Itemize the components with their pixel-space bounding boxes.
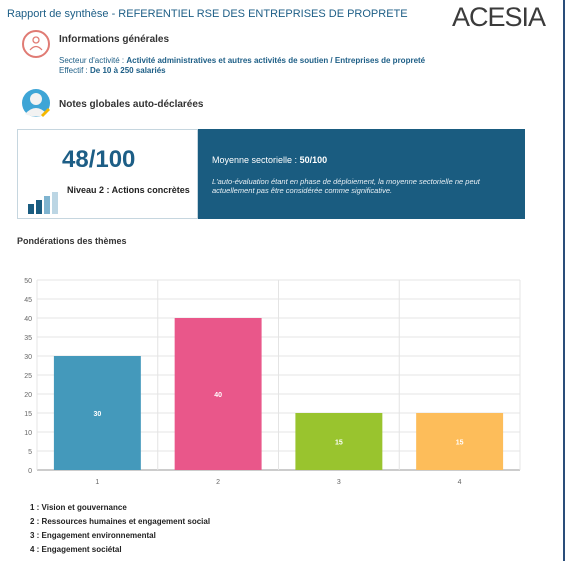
score-box: 48/100 Niveau 2 : Actions concrètes bbox=[17, 129, 198, 219]
x-tick-label: 1 bbox=[95, 479, 99, 486]
level-label: Niveau 2 : Actions concrètes bbox=[67, 185, 190, 195]
bar-data-label: 15 bbox=[456, 440, 464, 447]
y-tick-label: 15 bbox=[24, 411, 32, 418]
y-tick-label: 5 bbox=[28, 449, 32, 456]
x-tick-label: 2 bbox=[216, 479, 220, 486]
sector-average: Moyenne sectorielle : 50/100 bbox=[212, 155, 327, 165]
sector-average-value: 50/100 bbox=[299, 155, 328, 165]
effectif-line: Effectif : De 10 à 250 salariés bbox=[59, 66, 166, 75]
bar-2 bbox=[174, 318, 262, 470]
y-tick-label: 20 bbox=[24, 392, 32, 399]
secteur-line: Secteur d'activité : Activité administra… bbox=[59, 56, 425, 65]
disclaimer-text: L'auto-évaluation étant en phase de dépl… bbox=[212, 177, 480, 195]
chart-legend: 1 : Vision et gouvernance 2 : Ressources… bbox=[30, 501, 210, 557]
sector-average-label: Moyenne sectorielle : bbox=[212, 155, 298, 165]
y-tick-label: 45 bbox=[24, 297, 32, 304]
bar-3 bbox=[295, 413, 383, 470]
sector-average-box: Moyenne sectorielle : 50/100 L'auto-éval… bbox=[198, 129, 525, 219]
y-tick-label: 30 bbox=[24, 354, 32, 361]
legend-item-2: 2 : Ressources humaines et engagement so… bbox=[30, 517, 211, 526]
y-tick-label: 10 bbox=[24, 430, 32, 437]
info-heading: Informations générales bbox=[59, 34, 170, 45]
legend-item-3: 3 : Engagement environnemental bbox=[30, 531, 156, 540]
effectif-value: De 10 à 250 salariés bbox=[90, 66, 166, 75]
x-tick-label: 3 bbox=[337, 479, 341, 486]
level-bars-icon bbox=[28, 192, 58, 214]
secteur-value: Activité administratives et autres activ… bbox=[126, 56, 426, 65]
bar-data-label: 30 bbox=[93, 411, 101, 418]
bar-4 bbox=[416, 413, 504, 470]
bar-1 bbox=[53, 356, 141, 470]
legend-item-4: 4 : Engagement sociétal bbox=[30, 545, 122, 554]
secteur-label: Secteur d'activité : bbox=[59, 56, 125, 65]
acesia-logo: ACESIA bbox=[452, 2, 546, 32]
y-tick-label: 0 bbox=[28, 468, 32, 475]
y-tick-label: 35 bbox=[24, 335, 32, 342]
legend-item-1: 1 : Vision et gouvernance bbox=[30, 503, 127, 512]
report-title: Rapport de synthèse - REFERENTIEL RSE DE… bbox=[7, 8, 408, 20]
x-tick-label: 4 bbox=[458, 479, 462, 486]
y-tick-label: 50 bbox=[24, 278, 32, 285]
y-tick-label: 25 bbox=[24, 373, 32, 380]
global-score: 48/100 bbox=[62, 146, 136, 173]
user-avatar-icon bbox=[21, 88, 51, 118]
bar-data-label: 40 bbox=[214, 392, 222, 399]
y-tick-label: 40 bbox=[24, 316, 32, 323]
ponderations-chart: 0 5 10 15 20 25 30 35 40 45 50 30 1 40 2 15 3 15 4 bbox=[24, 278, 521, 486]
notes-heading: Notes globales auto-déclarées bbox=[59, 99, 204, 110]
info-person-icon bbox=[22, 30, 50, 58]
effectif-label: Effectif : bbox=[59, 66, 88, 75]
bar-data-label: 15 bbox=[335, 440, 343, 447]
ponderations-heading: Pondérations des thèmes bbox=[17, 236, 127, 246]
right-edge-border bbox=[563, 0, 565, 561]
